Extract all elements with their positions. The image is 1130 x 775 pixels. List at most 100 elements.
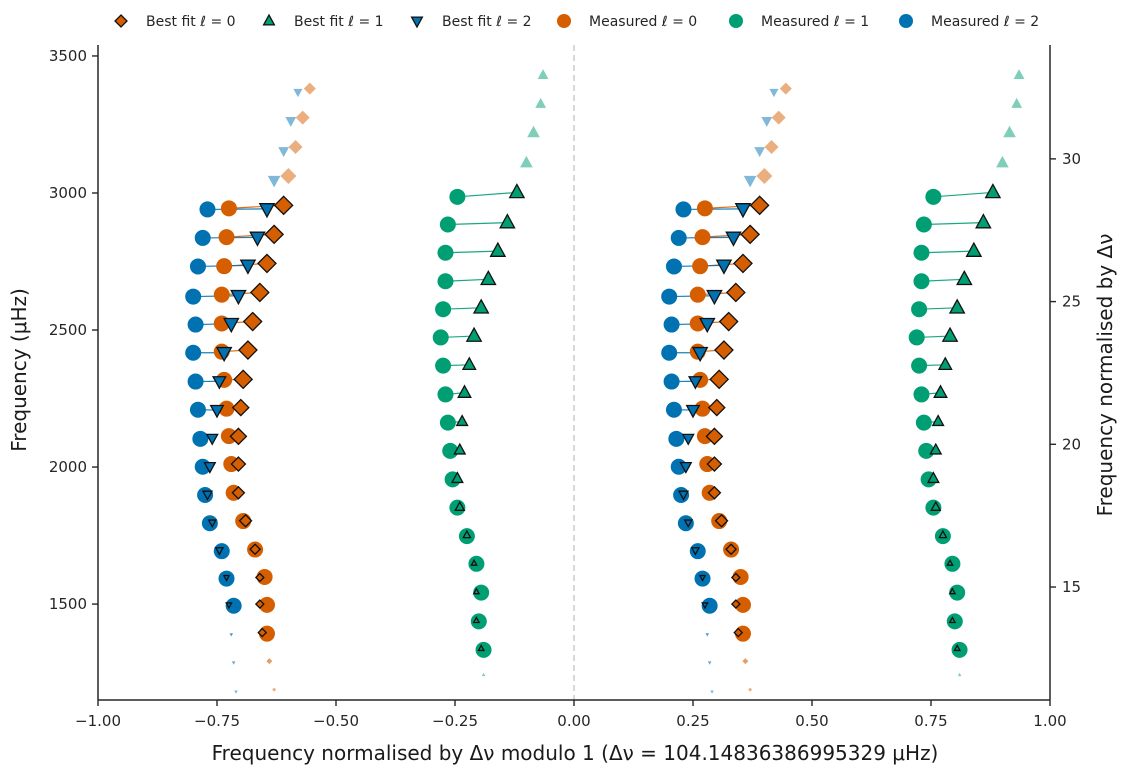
measured-l0-point [694, 229, 711, 246]
measured-l2-point [663, 316, 680, 333]
best-fit-l1-point [937, 356, 953, 371]
best-fit-l0-point [709, 369, 730, 390]
best-fit-l1-point [957, 672, 962, 677]
best-fit-l0-point [264, 224, 285, 245]
best-fit-l2-point [743, 175, 757, 188]
best-fit-l0-point [242, 311, 263, 332]
best-fit-l1-point [489, 241, 507, 257]
legend-marker-triangle-up [262, 13, 276, 26]
best-fit-l0-point [718, 311, 739, 332]
measured-l1-point [432, 329, 449, 346]
best-fit-l0-point [714, 513, 729, 528]
measured-l0-point [694, 400, 711, 417]
measured-l1-point [442, 442, 459, 459]
best-fit-l1-point [930, 500, 942, 511]
best-fit-l0-point [725, 543, 737, 556]
best-fit-l1-point [931, 414, 945, 427]
measured-l1-point [439, 216, 456, 233]
match-line [457, 191, 517, 198]
best-fit-l0-point [742, 658, 749, 665]
best-fit-l2-point [761, 117, 773, 127]
best-fit-l0-point [280, 168, 297, 184]
y-tick-label: 2000 [49, 458, 87, 476]
measured-l2-point [189, 401, 206, 418]
match-line [921, 250, 974, 254]
measured-l1-point [908, 329, 925, 346]
legend-item: Best fit ℓ = 0 [114, 14, 236, 30]
best-fit-l2-point [201, 490, 214, 501]
match-line [933, 191, 993, 198]
measured-l0-point [734, 596, 751, 613]
x-tick-label: 1.00 [1033, 712, 1066, 730]
measured-l2-point [189, 258, 206, 275]
best-fit-l1-point [1003, 125, 1016, 138]
best-fit-l2-point [690, 547, 701, 556]
measured-l1-point [915, 216, 932, 233]
x-tick-label: −0.50 [313, 712, 359, 730]
best-fit-l1-point [996, 155, 1009, 168]
best-fit-l2-point [706, 289, 723, 306]
x-tick-label: 0.75 [914, 712, 947, 730]
best-fit-l1-point [480, 269, 497, 286]
measured-l0-point [689, 286, 706, 303]
measured-l2-point [192, 430, 209, 447]
measured-l2-point [663, 373, 680, 390]
measured-l2-point [661, 288, 678, 305]
best-fit-l2-point [205, 433, 219, 446]
legend-label: Measured ℓ = 1 [761, 14, 869, 30]
best-fit-l2-point [685, 404, 701, 419]
match-line [683, 208, 743, 211]
best-fit-l1-point [465, 326, 483, 342]
measured-l0-point [258, 596, 275, 613]
y-tick-label: 1500 [49, 595, 87, 613]
legend-item: Best fit ℓ = 1 [262, 13, 384, 30]
legend-item: Measured ℓ = 0 [557, 14, 697, 30]
best-fit-l1-point [948, 587, 957, 595]
best-fit-l1-point [948, 616, 957, 624]
best-fit-l2-point [725, 231, 742, 247]
legend-label: Best fit ℓ = 2 [442, 14, 532, 30]
measured-l1-point [913, 273, 930, 290]
best-fit-l0-point [730, 599, 741, 609]
measured-l1-point [913, 386, 930, 403]
measured-l1-point [918, 442, 935, 459]
best-fit-l2-point [267, 175, 281, 188]
best-fit-l1-point [938, 529, 948, 539]
best-fit-l1-point [477, 644, 485, 652]
best-fit-l0-point [238, 513, 253, 528]
best-fit-l0-point [740, 224, 761, 245]
best-fit-l0-point [714, 340, 734, 360]
best-fit-l2-point [209, 404, 225, 419]
best-fit-l0-point [288, 139, 303, 154]
best-fit-l2-point [715, 259, 733, 275]
best-fit-l0-point [779, 82, 792, 95]
legend: Best fit ℓ = 0 Best fit ℓ = 1 Best fit ℓ =… [114, 13, 1039, 30]
legend-label: Best fit ℓ = 0 [146, 14, 236, 30]
measured-l2-point [185, 344, 202, 361]
measured-l2-point [187, 316, 204, 333]
measured-l1-point [435, 357, 452, 374]
best-fit-l1-point [926, 471, 940, 484]
best-fit-l0-point [272, 687, 277, 692]
best-fit-l1-point [929, 442, 943, 455]
y2-tick-label: 20 [1062, 435, 1081, 453]
best-fit-l1-point [984, 183, 1002, 199]
measured-l1-point [949, 584, 966, 601]
legend-label: Measured ℓ = 0 [589, 14, 697, 30]
measured-l1-point [913, 244, 930, 261]
best-fit-l0-point [230, 456, 247, 472]
best-fit-l2-point [691, 346, 709, 363]
best-fit-l2-point [754, 147, 766, 158]
best-fit-l0-point [725, 282, 746, 303]
best-fit-l1-point [454, 500, 466, 511]
best-fit-l1-point [472, 616, 481, 624]
best-fit-l0-point [303, 82, 316, 95]
best-fit-l2-point [698, 574, 707, 582]
measured-l1-point [915, 414, 932, 431]
best-fit-l2-point [677, 490, 690, 501]
legend-label: Best fit ℓ = 1 [294, 14, 384, 30]
best-fit-l1-point [537, 69, 549, 80]
measured-l1-point [925, 188, 942, 205]
best-fit-l1-point [1013, 69, 1025, 80]
